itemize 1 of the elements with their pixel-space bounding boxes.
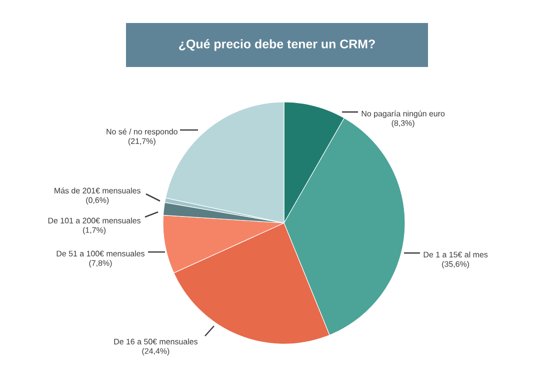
chart-title: ¿Qué precio debe tener un CRM? [179,39,375,51]
